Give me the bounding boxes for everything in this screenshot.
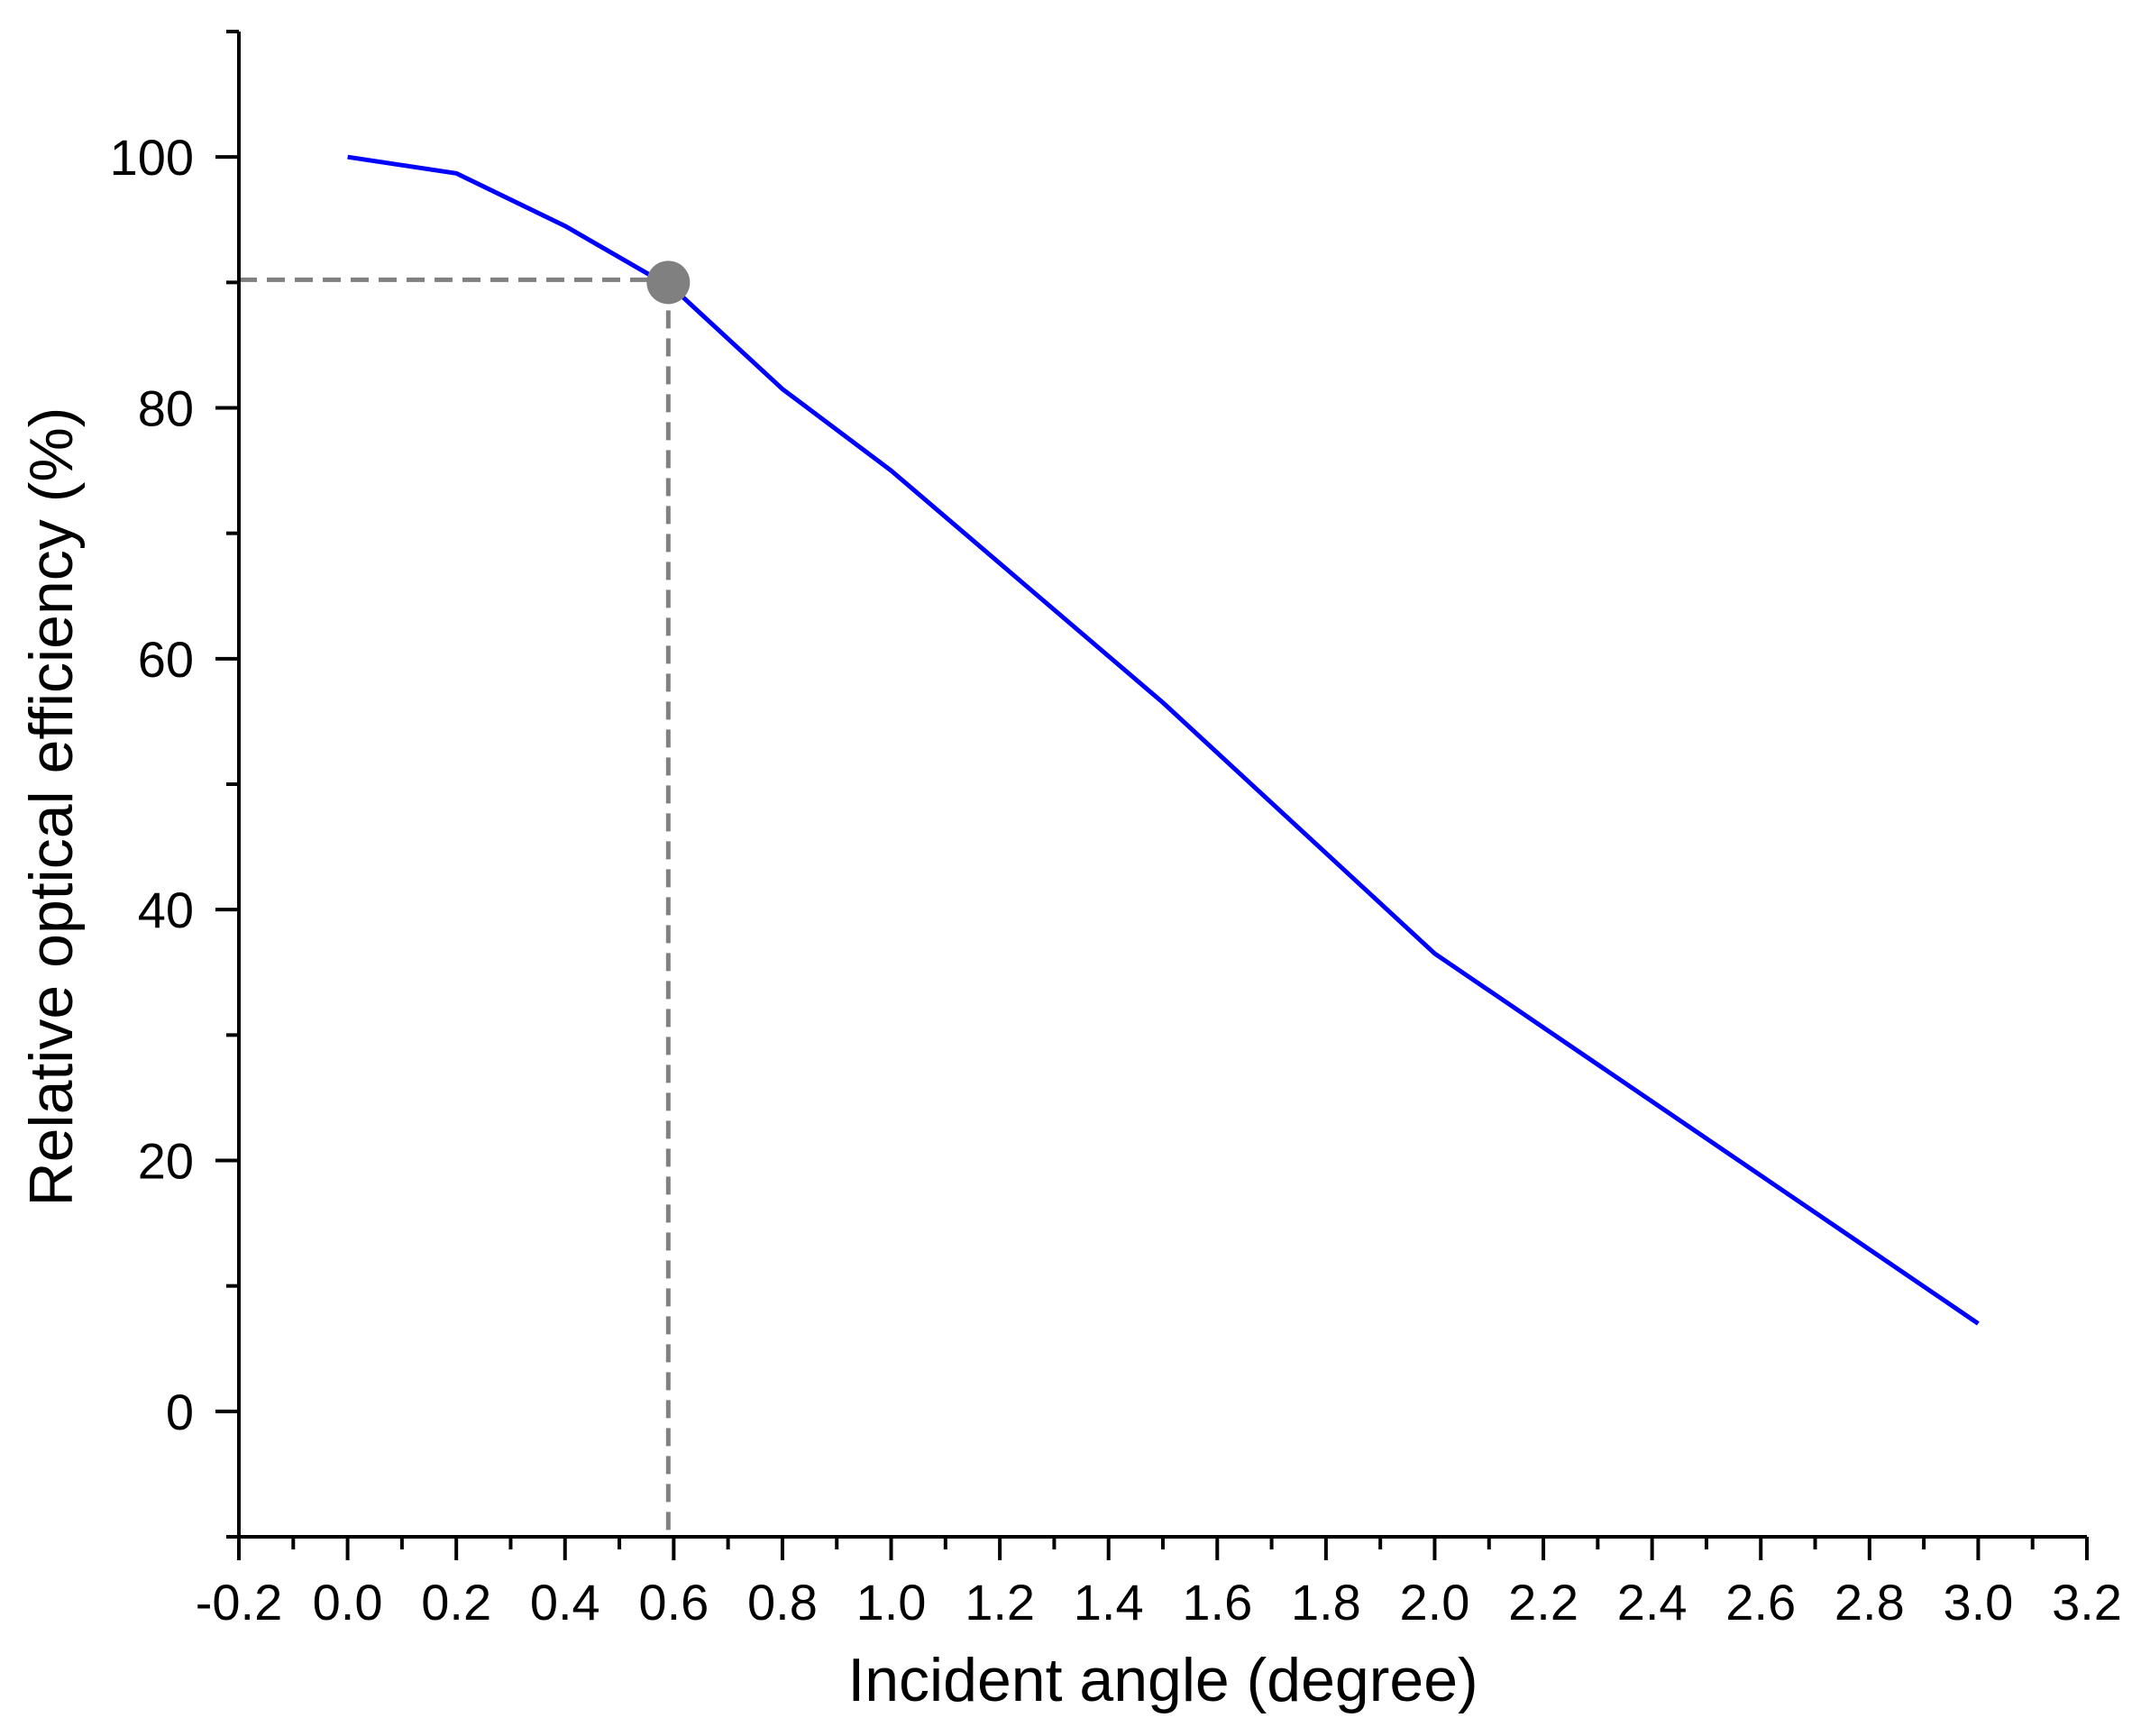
y-tick-label: 40 [138, 882, 194, 938]
x-tick-label: 1.6 [1182, 1574, 1252, 1631]
x-tick-label: 2.0 [1400, 1574, 1470, 1631]
y-axis-title: Relative optical efficiency (%) [17, 407, 86, 1207]
x-tick-label: 0.6 [638, 1574, 709, 1631]
x-tick-label: 3.2 [2052, 1574, 2122, 1631]
x-tick-label: 2.8 [1834, 1574, 1905, 1631]
y-tick-label: 100 [110, 129, 194, 186]
highlight-marker [646, 260, 691, 305]
axes [215, 30, 2089, 1560]
x-tick-label: 0.0 [313, 1574, 383, 1631]
y-tick-label: 20 [138, 1133, 194, 1190]
reference-lines [239, 277, 671, 1537]
series-layer [347, 154, 1980, 1326]
y-tick-label: 80 [138, 380, 194, 437]
x-tick-label: 1.2 [965, 1574, 1035, 1631]
x-tick-label: 1.4 [1074, 1574, 1144, 1631]
y-tick-label: 60 [138, 631, 194, 688]
tick-labels: -0.2 0.0 0.2 0.4 0.6 0.8 1.0 1.2 1.4 1.6 1.8 2.0 2.2… [110, 129, 2122, 1631]
x-tick-label: 2.4 [1617, 1574, 1688, 1631]
y-tick-label: 0 [166, 1384, 194, 1440]
x-tick-label: 0.4 [530, 1574, 600, 1631]
x-tick-label: 0.8 [747, 1574, 818, 1631]
efficiency-series-line [347, 154, 1980, 1326]
x-tick-label: 0.2 [421, 1574, 491, 1631]
x-tick-label: 1.8 [1291, 1574, 1361, 1631]
x-tick-label: 3.0 [1943, 1574, 2013, 1631]
x-tick-label: 1.0 [856, 1574, 927, 1631]
x-axis-title: Incident angle (degree) [847, 1646, 1478, 1714]
x-tick-label: 2.2 [1508, 1574, 1578, 1631]
x-tick-label: 2.6 [1725, 1574, 1796, 1631]
x-tick-label: -0.2 [196, 1574, 283, 1631]
